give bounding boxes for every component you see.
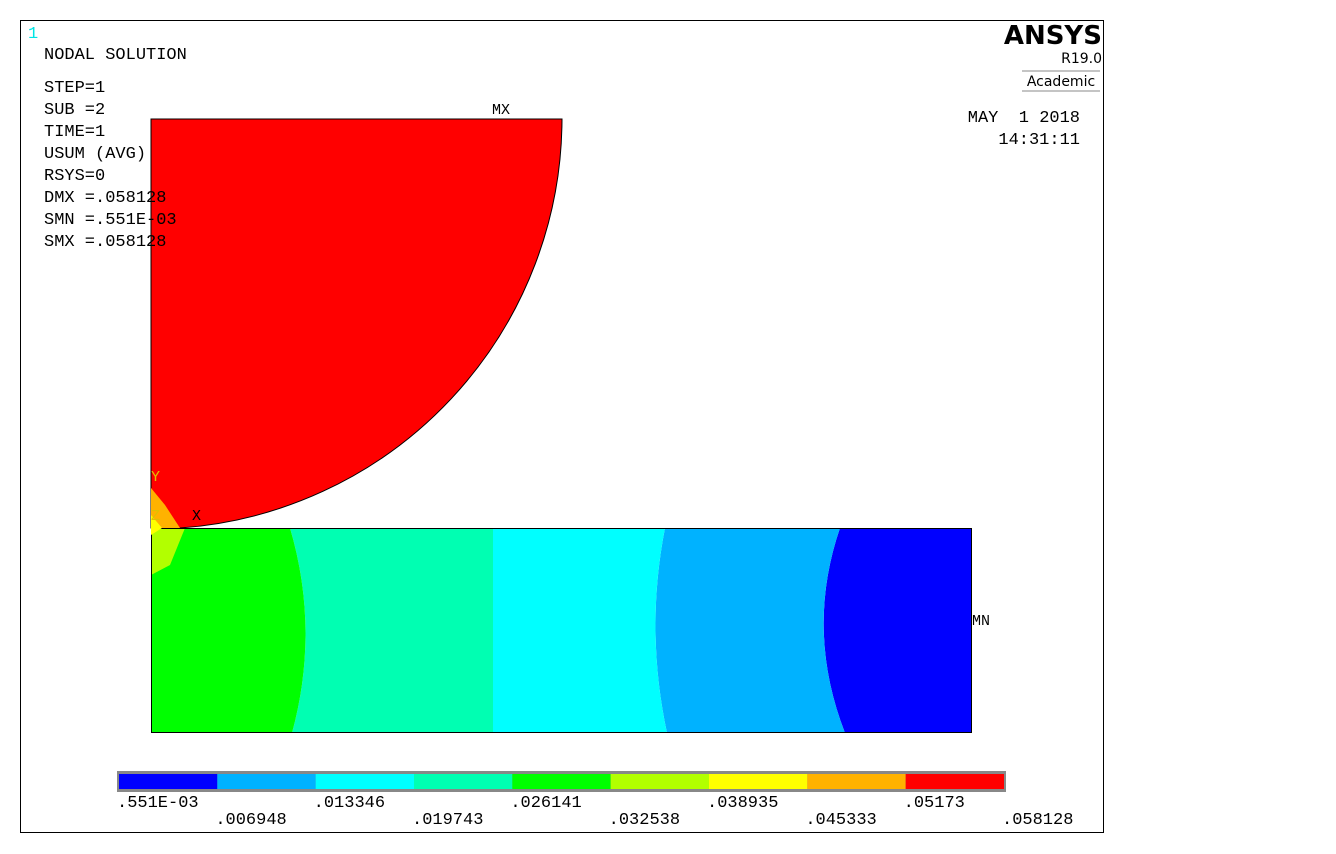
legend-label: .045333: [805, 811, 876, 830]
info-line: USUM (AVG): [44, 145, 146, 164]
band: [655, 528, 845, 733]
band: [151, 528, 185, 575]
legend-label: .058128: [1002, 811, 1073, 830]
band: [493, 528, 667, 733]
band: [823, 528, 972, 733]
info-line: SMN =.551E-03: [44, 211, 177, 230]
band: [151, 528, 306, 733]
contour-block: [151, 528, 972, 733]
legend-label: .019743: [412, 811, 483, 830]
legend-swatch: [217, 774, 316, 789]
legend-swatch: [119, 774, 218, 789]
block-outline: [151, 528, 972, 733]
legend-label: .013346: [314, 794, 385, 813]
info-line: SUB =2: [44, 101, 105, 120]
axis-label: X: [192, 508, 201, 525]
legend-swatch: [807, 774, 906, 789]
date: MAY 1 2018: [968, 109, 1080, 128]
legend-label: .006948: [215, 811, 286, 830]
legend-swatch: [905, 774, 1004, 789]
legend-swatch: [315, 774, 414, 789]
legend-swatch: [512, 774, 611, 789]
legend-swatch: [414, 774, 513, 789]
info-block: STEP=1 SUB =2 TIME=1 USUM (AVG) RSYS=0 DMX =.…: [44, 79, 177, 252]
info-line: DMX =.058128: [44, 189, 166, 208]
window-number: 1: [28, 25, 38, 44]
min-label: MN: [972, 613, 990, 630]
legend-swatch: [709, 774, 808, 789]
legend-label: .038935: [707, 794, 778, 813]
max-label: MX: [492, 102, 510, 119]
brand-name: ANSYS: [1004, 21, 1102, 51]
info-line: RSYS=0: [44, 167, 105, 186]
axis-label: Z: [151, 508, 160, 525]
info-line: TIME=1: [44, 123, 105, 142]
band: [151, 488, 180, 528]
legend-label: .05173: [904, 794, 965, 813]
axis-label: Y: [151, 469, 160, 486]
legend-label: .551E-03: [117, 794, 199, 813]
info-line: STEP=1: [44, 79, 105, 98]
brand-edition: Academic: [1027, 74, 1095, 90]
legend-label: .032538: [609, 811, 680, 830]
contour-disc: [150, 118, 563, 535]
legend: .551E-03 .006948 .013346 .019743 .026141 .032…: [117, 771, 1073, 830]
legend-swatch: [610, 774, 709, 789]
plot-title: NODAL SOLUTION: [44, 46, 187, 65]
info-line: SMX =.058128: [44, 233, 166, 252]
band: [151, 515, 162, 535]
brand-release: R19.0: [1061, 51, 1102, 67]
band: [290, 528, 493, 733]
legend-label: .026141: [510, 794, 581, 813]
time: 14:31:11: [998, 131, 1080, 150]
disc: [150, 118, 563, 529]
